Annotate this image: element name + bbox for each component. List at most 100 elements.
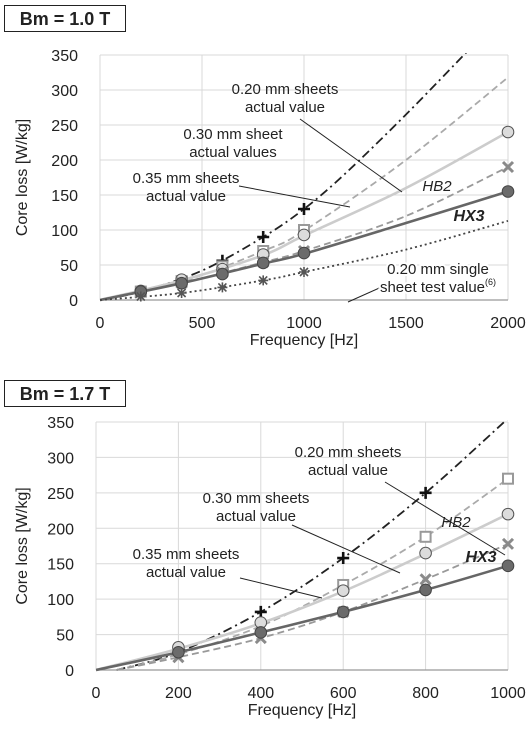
annotation-line: actual values: [189, 144, 277, 161]
circle-light-marker: [501, 125, 515, 139]
markers: [134, 125, 515, 302]
circle-dark-marker: [297, 246, 311, 260]
series-line: [96, 512, 509, 672]
callout-line: [291, 524, 401, 574]
circle-light-marker: [501, 507, 515, 521]
x-tick-label: 0: [92, 685, 101, 702]
y-tick-label: 50: [56, 628, 74, 645]
x-tick-label: 600: [330, 685, 357, 702]
annotation-label: 0.20 mm sheets actual value: [232, 81, 339, 116]
annotation-line: actual value: [146, 188, 226, 205]
annotation-label: 0.20 mm sheets actual value: [295, 444, 402, 479]
x-tick-label: 1000: [286, 315, 322, 332]
circle-light-marker: [297, 228, 311, 242]
annotation-line: 0.35 mm sheets: [133, 546, 240, 563]
plus-marker: [298, 203, 310, 215]
callout-line: [384, 481, 506, 556]
annotation-line: 0.20 mm sheets: [295, 444, 402, 461]
series-line: [96, 564, 509, 672]
x-tick-label: 1000: [490, 685, 526, 702]
x-marker: [419, 573, 432, 586]
x-tick-label: 800: [412, 685, 439, 702]
annotation-superscript: (6): [485, 277, 496, 287]
plus-marker: [419, 486, 432, 499]
annotation-label: 0.35 mm sheets actual value: [133, 546, 240, 581]
bm-title-box: Bm = 1.0 T: [4, 5, 126, 32]
annotation-line: 0.20 mm sheets: [232, 81, 339, 98]
y-tick-label: 0: [69, 293, 78, 310]
plus-marker: [337, 552, 350, 565]
y-tick-label: 350: [51, 48, 78, 65]
asterisk-marker: [299, 267, 309, 277]
y-tick-label: 150: [51, 188, 78, 205]
annotation-label: 0.35 mm sheets actual value: [133, 170, 240, 205]
y-tick-label: 100: [51, 223, 78, 240]
series-line: [116, 477, 509, 671]
series-line: [100, 220, 509, 301]
asterisk-marker: [217, 282, 228, 293]
y-tick-label: 350: [47, 415, 74, 432]
y-tick-label: 250: [47, 486, 74, 503]
x-axis-label: Frequency [Hz]: [250, 332, 358, 349]
circle-dark-marker: [254, 626, 268, 639]
annotation-label: HB2: [441, 514, 471, 531]
chart-panel-bm-1-7: Bm = 1.7 T 0 50 100 150 200 250 300 350 0 200 400 6…: [0, 375, 531, 731]
annotation-line: HB2: [441, 514, 471, 531]
circle-dark-marker: [256, 256, 270, 270]
asterisk-marker: [135, 291, 146, 302]
callout-line: [299, 118, 403, 193]
circle-light-marker: [419, 546, 432, 560]
series-line: [116, 543, 509, 671]
annotation-line: actual value: [245, 99, 325, 116]
y-tick-label: 150: [47, 557, 74, 574]
circle-dark-marker: [501, 559, 515, 573]
grid: [99, 54, 509, 301]
y-tick-label: 300: [51, 83, 78, 100]
series-line: [100, 166, 509, 301]
circle-dark-marker: [336, 605, 350, 619]
square-marker: [419, 530, 432, 543]
annotation-label: HX3: [465, 549, 496, 566]
plus-marker: [257, 231, 270, 243]
y-tick-label: 200: [47, 521, 74, 538]
series-curves: [100, 53, 509, 302]
y-tick-label: 250: [51, 118, 78, 135]
bm-title-box: Bm = 1.7 T: [4, 380, 126, 407]
annotation-line: actual value: [308, 462, 388, 479]
annotation-line: HX3: [465, 549, 496, 566]
annotation-line: actual value: [216, 508, 296, 525]
annotation-line: HB2: [422, 178, 452, 195]
x-tick-label: 1500: [388, 315, 424, 332]
y-tick-label: 200: [51, 153, 78, 170]
annotation-label: 0.30 mm sheets actual value: [203, 490, 310, 525]
annotation-label: 0.30 mm sheet actual values: [183, 126, 283, 161]
annotation-label: HX3: [453, 208, 484, 225]
chart-bm-1-7: 0 50 100 150 200 250 300 350 0 200 400 600 800 1000 Fr…: [14, 415, 526, 719]
x-tick-label: 500: [189, 315, 216, 332]
circle-dark-marker: [419, 583, 432, 597]
y-axis-label: Core loss [W/kg]: [14, 487, 31, 604]
annotation-line: 0.20 mm single: [387, 261, 489, 278]
asterisk-marker: [176, 288, 187, 298]
callout-line: [347, 284, 387, 303]
circle-dark-marker: [172, 645, 185, 659]
x-tick-label: 200: [165, 685, 192, 702]
asterisk-marker: [258, 275, 269, 286]
callout-line: [238, 185, 351, 208]
annotation-label: HB2: [422, 178, 452, 195]
x-tick-label: 0: [96, 315, 105, 332]
x-axis-label: Frequency [Hz]: [248, 702, 356, 719]
annotation-line: 0.30 mm sheet: [183, 126, 283, 143]
chart-panel-bm-1-0: Bm = 1.0 T 0 50 100 150 200 250 300 350 0 500 1000…: [0, 0, 531, 360]
series-line: [100, 130, 509, 302]
series-line: [100, 190, 509, 302]
callout-line: [239, 577, 323, 599]
circle-dark-marker: [216, 267, 229, 281]
y-tick-label: 0: [65, 663, 74, 680]
y-tick-label: 50: [60, 258, 78, 275]
annotation-line: 0.35 mm sheets: [133, 170, 240, 187]
y-tick-label: 100: [47, 592, 74, 609]
circle-light-marker: [336, 584, 350, 597]
